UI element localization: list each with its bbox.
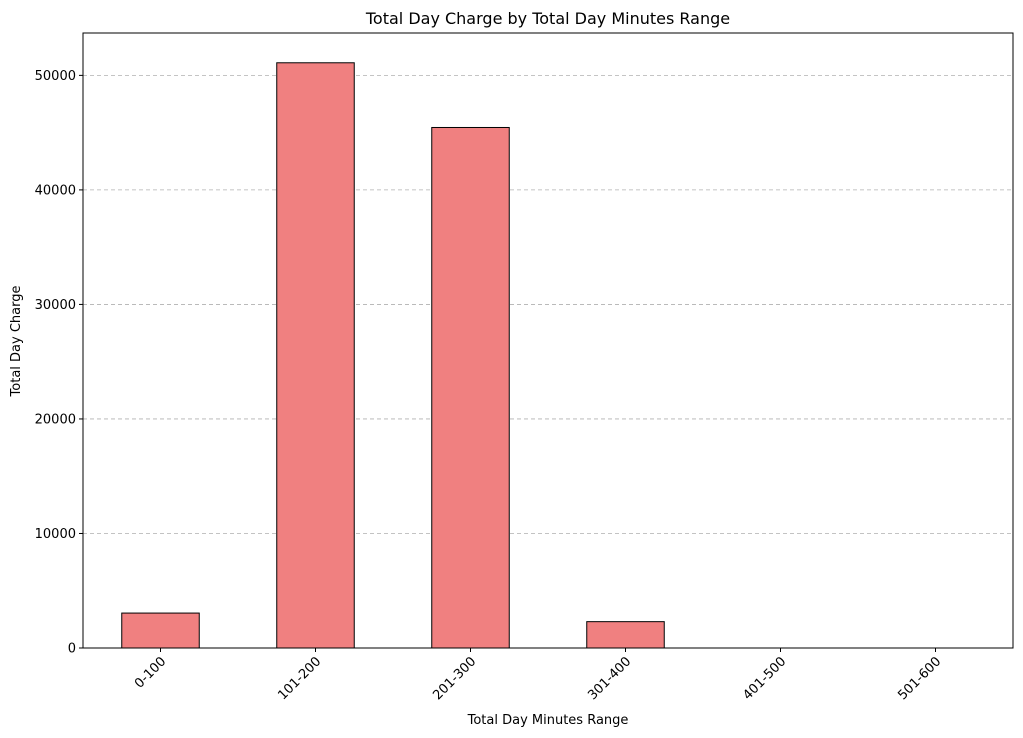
- y-tick-label: 10000: [35, 527, 76, 542]
- x-tick-label: 501-600: [895, 654, 944, 703]
- y-gridlines: [83, 74, 1013, 534]
- y-axis-label: Total Day Charge: [9, 286, 24, 398]
- x-tick-label: 101-200: [275, 654, 324, 703]
- y-tick-label: 40000: [35, 183, 76, 198]
- bars: [121, 62, 665, 649]
- y-tick-label: 0: [68, 642, 76, 657]
- bar-201-300: [431, 126, 510, 649]
- x-tick-label: 301-400: [585, 654, 634, 703]
- x-tick-label: 401-500: [740, 654, 789, 703]
- chart-title: Total Day Charge by Total Day Minutes Ra…: [365, 9, 730, 28]
- y-tick-label: 30000: [35, 298, 76, 313]
- x-axis-ticks: 0-100 101-200 201-300 301-400 401-500 501-600: [132, 648, 944, 703]
- plot-area: [82, 32, 1014, 649]
- x-tick-label: 0-100: [132, 654, 169, 691]
- bar-101-200: [276, 62, 355, 649]
- x-axis-label: Total Day Minutes Range: [467, 713, 629, 728]
- y-tick-label: 50000: [35, 69, 76, 84]
- y-axis-ticks: 0 10000 20000 30000 40000 50000: [35, 69, 83, 657]
- bar-0-100: [121, 612, 200, 649]
- y-tick-label: 20000: [35, 412, 76, 427]
- bar-301-400: [586, 621, 665, 649]
- x-tick-label: 201-300: [430, 654, 479, 703]
